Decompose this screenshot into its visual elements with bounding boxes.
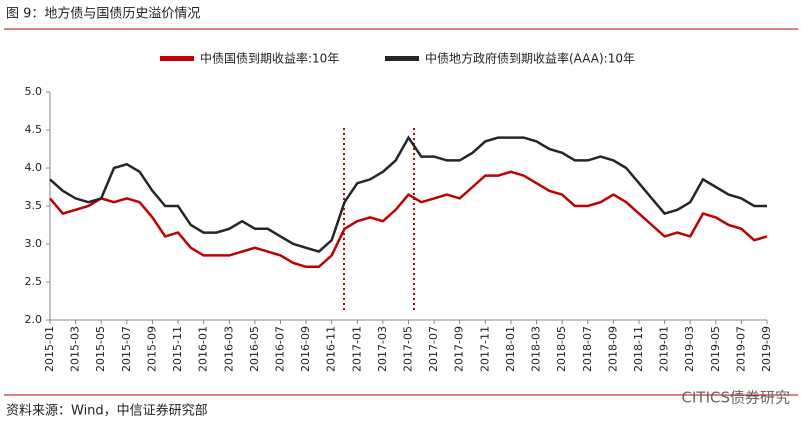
x-tick-label: 2015-01 — [43, 326, 56, 372]
x-tick-label: 2016-07 — [273, 326, 286, 372]
legend-swatch — [385, 56, 419, 61]
y-tick-label: 4.5 — [25, 123, 43, 136]
x-tick-label: 2015-07 — [120, 326, 133, 372]
chart-title: 图 9：地方债与国债历史溢价情况 — [6, 6, 200, 22]
y-tick-label: 2.5 — [25, 275, 43, 288]
x-tick-label: 2018-01 — [504, 326, 517, 372]
x-tick-label: 2016-11 — [325, 326, 338, 372]
legend-label: 中债国债到期收益率:10年 — [200, 51, 339, 66]
x-tick-label: 2018-03 — [530, 326, 543, 372]
x-tick-label: 2016-09 — [299, 326, 312, 372]
x-tick-label: 2019-03 — [683, 326, 696, 372]
x-tick-label: 2015-03 — [69, 326, 82, 372]
legend-label: 中债地方政府债到期收益率(AAA):10年 — [425, 51, 635, 66]
x-tick-label: 2017-09 — [453, 326, 466, 372]
x-tick-label: 2019-09 — [760, 326, 773, 372]
x-tick-label: 2019-07 — [734, 326, 747, 372]
x-tick-label: 2017-05 — [402, 326, 415, 372]
x-tick-label: 2015-11 — [171, 326, 184, 372]
x-tick-label: 2015-09 — [145, 326, 158, 372]
y-tick-label: 5.0 — [25, 85, 43, 98]
x-tick-label: 2016-03 — [222, 326, 235, 372]
x-tick-label: 2016-05 — [248, 326, 261, 372]
y-tick-label: 3.0 — [25, 237, 43, 250]
x-tick-label: 2018-11 — [632, 326, 645, 372]
x-tick-label: 2016-01 — [197, 326, 210, 372]
series-line — [49, 170, 768, 269]
x-tick-label: 2017-03 — [376, 326, 389, 372]
source: 资料来源：Wind，中信证券研究部 — [6, 403, 208, 419]
y-tick-label: 2.0 — [25, 313, 43, 326]
y-tick-label: 3.5 — [25, 199, 43, 212]
y-tick-label: 4.0 — [25, 161, 43, 174]
x-tick-label: 2018-09 — [606, 326, 619, 372]
x-tick-label: 2017-07 — [427, 326, 440, 372]
x-tick-label: 2015-05 — [94, 326, 107, 372]
x-tick-label: 2018-07 — [581, 326, 594, 372]
series-line — [49, 135, 767, 253]
x-tick-label: 2017-11 — [478, 326, 491, 372]
legend-swatch — [160, 56, 194, 61]
x-tick-label: 2019-05 — [709, 326, 722, 372]
x-tick-label: 2019-01 — [658, 326, 671, 372]
x-tick-label: 2017-01 — [350, 326, 363, 372]
x-tick-label: 2018-05 — [555, 326, 568, 372]
watermark: CITICS债券研究 — [682, 389, 790, 407]
